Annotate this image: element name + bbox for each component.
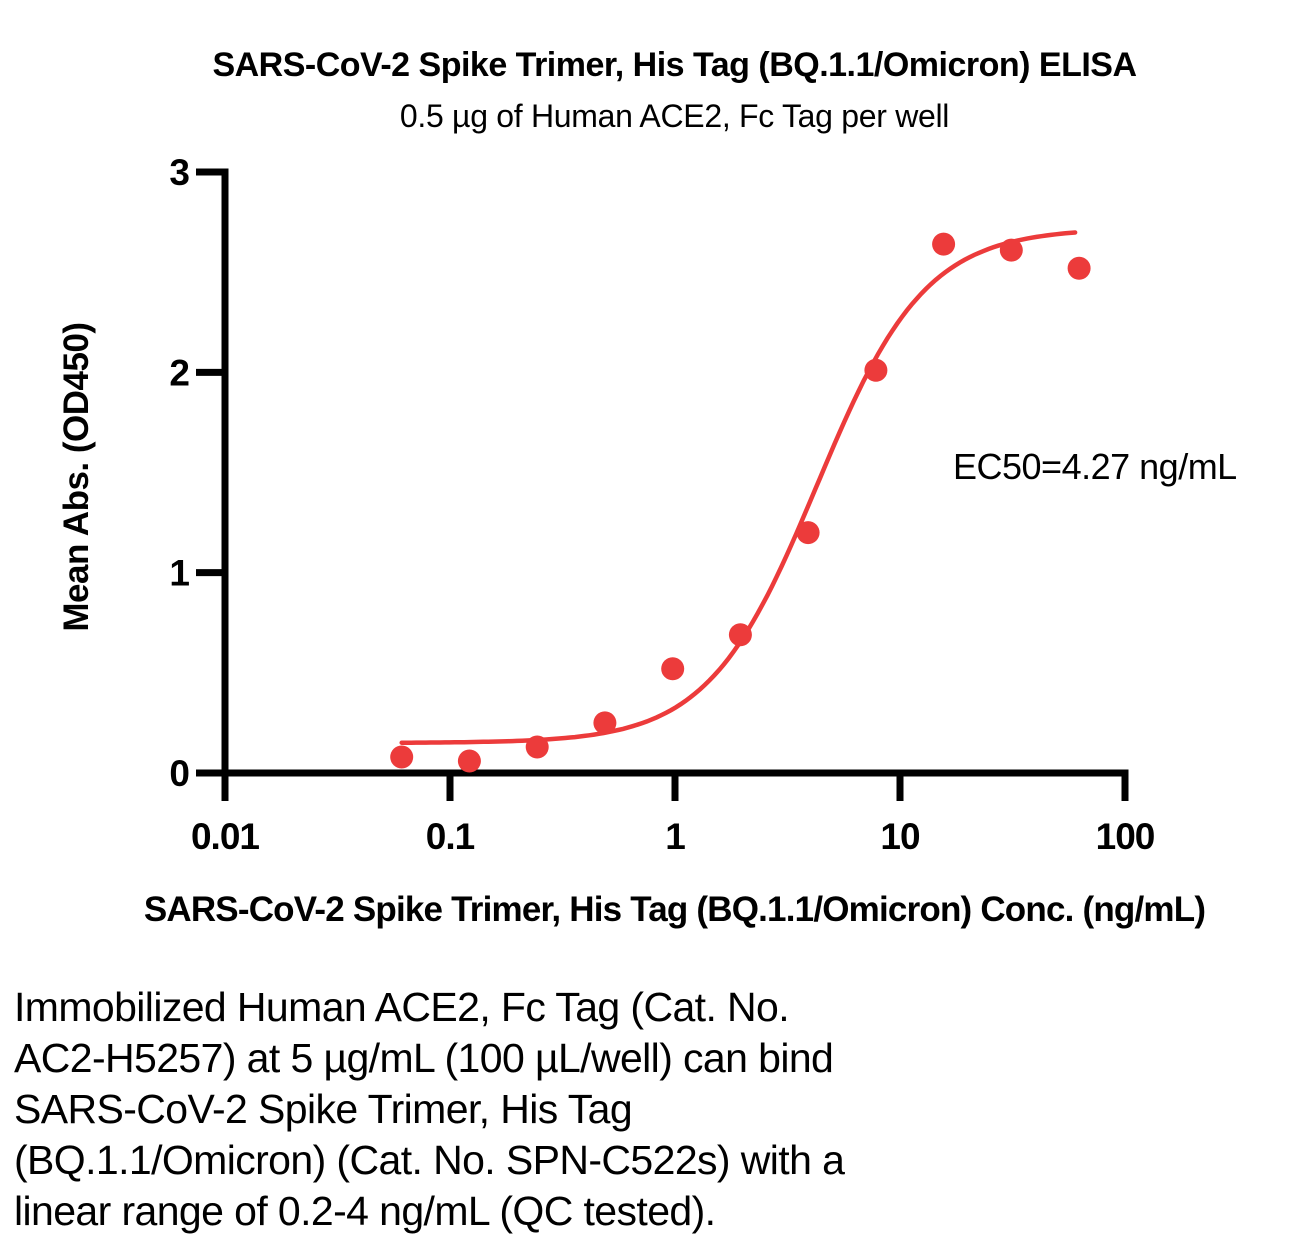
data-point xyxy=(796,521,820,545)
y-tick-label: 2 xyxy=(169,352,189,393)
description-line: AC2-H5257) at 5 µg/mL (100 µL/well) can … xyxy=(14,1035,834,1081)
data-point xyxy=(390,745,414,769)
data-point xyxy=(593,711,617,735)
x-tick-label: 100 xyxy=(1096,816,1155,857)
data-point xyxy=(932,232,956,256)
elisa-dose-response-chart: 0 1 2 3 0.01 0.1 1 10 100 xyxy=(169,152,1155,857)
data-point xyxy=(999,238,1023,262)
description-line: linear range of 0.2-4 ng/mL (QC tested). xyxy=(14,1188,716,1234)
data-point xyxy=(1067,256,1091,280)
x-axis-title: SARS-CoV-2 Spike Trimer, His Tag (BQ.1.1… xyxy=(143,890,1206,929)
figure-description: Immobilized Human ACE2, Fc Tag (Cat. No.… xyxy=(14,982,845,1237)
description-line: Immobilized Human ACE2, Fc Tag (Cat. No. xyxy=(14,984,790,1030)
x-tick-label: 10 xyxy=(880,816,920,857)
data-point xyxy=(728,623,752,647)
ec50-annotation: EC50=4.27 ng/mL xyxy=(953,446,1237,487)
chart-title: SARS-CoV-2 Spike Trimer, His Tag (BQ.1.1… xyxy=(212,46,1137,84)
y-tick-label: 1 xyxy=(169,553,189,594)
description-line: SARS-CoV-2 Spike Trimer, His Tag xyxy=(14,1086,633,1132)
x-tick-label: 0.1 xyxy=(426,816,475,857)
data-point xyxy=(864,358,888,382)
x-tick-label: 1 xyxy=(665,816,685,857)
data-point xyxy=(525,735,549,759)
data-point xyxy=(661,657,685,681)
y-tick-label: 3 xyxy=(169,152,189,193)
chart-subtitle: 0.5 µg of Human ACE2, Fc Tag per well xyxy=(399,98,950,134)
x-tick-label: 0.01 xyxy=(191,816,259,857)
y-tick-label: 0 xyxy=(169,753,189,794)
description-line: (BQ.1.1/Omicron) (Cat. No. SPN-C522s) wi… xyxy=(14,1137,845,1183)
data-point xyxy=(457,749,481,773)
